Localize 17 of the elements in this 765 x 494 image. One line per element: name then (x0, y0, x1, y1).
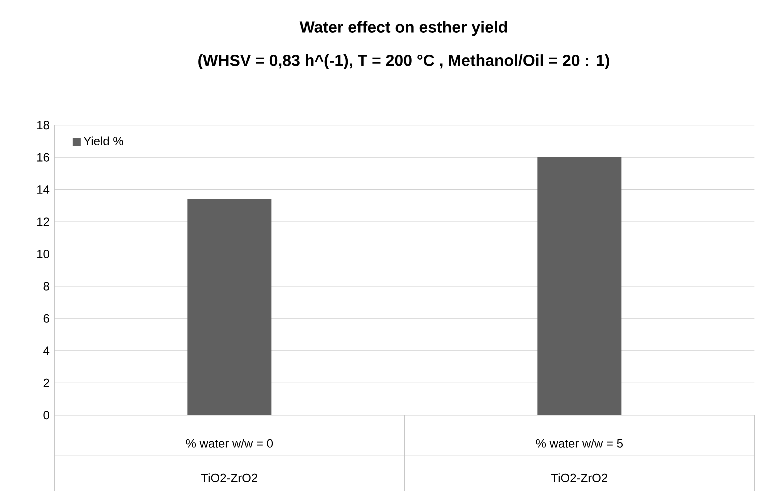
text: TiO2-ZrO2 (551, 474, 608, 482)
legend-label: Yield % (84, 136, 124, 146)
x-tick-label: % water w/w = 5 (536, 439, 623, 448)
x-tick-label: % water w/w = 0 (186, 439, 274, 448)
y-tick-label: 14 (38, 186, 50, 194)
text: TiO2-ZrO2 (201, 474, 258, 482)
y-tick-label: 12 (38, 218, 50, 226)
chart-subtitle: (WHSV = 0,83 h^(-1), T = 200 °C , Methanol/Oil = 20 : 1) (198, 54, 610, 70)
y-tick-label: 16 (38, 153, 50, 162)
y-tick-label: 18 (38, 121, 50, 130)
y-tick-label: 8 (44, 282, 50, 291)
y-tick-label: 0 (44, 411, 50, 420)
y-tick-label: 6 (44, 314, 50, 323)
y-tick-label: 10 (38, 250, 50, 258)
y-tick-label: 4 (44, 346, 50, 356)
y-tick-label: 2 (44, 378, 50, 388)
chart-title: Water effect on esther yield (300, 21, 508, 36)
